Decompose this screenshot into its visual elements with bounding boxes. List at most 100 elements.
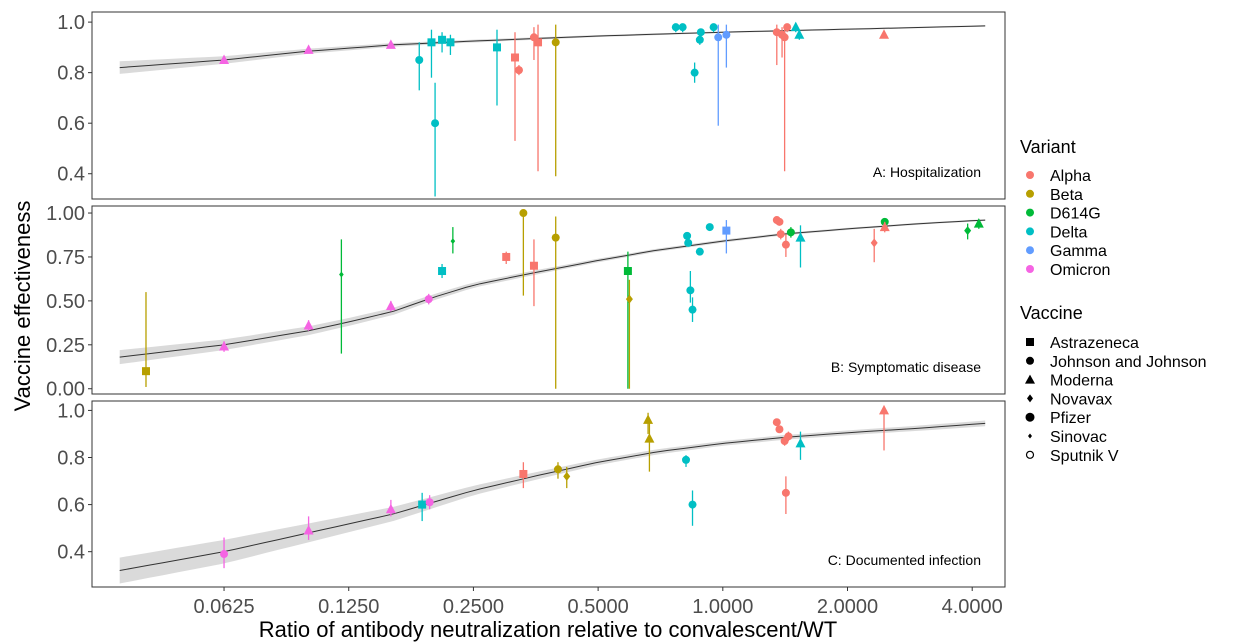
marker-small-diamond — [339, 271, 344, 278]
legend-shape-small-diamond — [1028, 433, 1032, 439]
y-tick-label: 0.75 — [46, 247, 85, 269]
marker-triangle — [219, 341, 230, 351]
marker-triangle — [219, 54, 230, 65]
y-axis-title: Vaccine effectiveness — [10, 201, 35, 412]
y-tick-label: 0.50 — [46, 291, 85, 313]
panel-3: 0.4 0.6 0.8 1.0 C: Documented infection — [57, 400, 1006, 588]
legend-vaccine-label: Novavax — [1050, 391, 1112, 408]
marker-circle — [220, 550, 229, 559]
marker-square — [502, 252, 511, 261]
y-tick-label: 0.8 — [57, 448, 85, 470]
legend-vaccine-label: Johnson and Johnson — [1050, 354, 1207, 371]
x-tick-label: 1.0000 — [692, 596, 753, 618]
marker-square — [427, 38, 436, 47]
marker-circle — [686, 286, 695, 295]
marker-triangle — [303, 44, 314, 54]
legend-label-d614g: D614G — [1050, 206, 1101, 223]
marker-small-diamond — [450, 238, 456, 245]
legend-vaccine-title: Vaccine — [1020, 303, 1083, 323]
x-tick-label: 0.2500 — [443, 596, 504, 618]
y-tick-label: 1.0 — [57, 12, 85, 34]
legend-swatch-gamma — [1026, 246, 1034, 255]
fit-line — [119, 422, 986, 571]
confidence-band — [119, 219, 986, 365]
legend-vaccine-label: Pfizer — [1050, 410, 1092, 427]
marker-triangle — [385, 300, 396, 311]
marker-circle — [688, 500, 697, 509]
marker-square — [446, 38, 455, 47]
marker-circle — [684, 238, 693, 247]
marker-circle — [695, 247, 704, 256]
legend-shape-diamond — [1027, 394, 1033, 403]
marker-circle — [683, 231, 692, 240]
marker-square — [438, 267, 447, 276]
chart-panels: 0.40.60.81.0A: Hospitalization0.000.250.… — [46, 11, 1006, 588]
x-axis: 0.0625 0.1250 0.2500 0.5000 1.0000 2.0000 4.00… — [193, 587, 1003, 618]
legend-vaccine-label: Moderna — [1050, 373, 1113, 390]
legend-variant-title: Variant — [1020, 137, 1076, 157]
marker-circle — [688, 305, 697, 314]
legend: Variant AlphaBetaD614GDeltaGammaOmicron … — [1020, 137, 1207, 465]
marker-circle — [695, 35, 704, 44]
legend-shape-circle-large — [1025, 412, 1035, 422]
panel-label: B: Symptomatic disease — [831, 359, 981, 375]
marker-triangle — [794, 29, 805, 39]
legend-swatch-alpha — [1026, 171, 1034, 179]
marker-square — [534, 38, 543, 47]
marker-square — [418, 500, 427, 509]
panel-label: A: Hospitalization — [873, 164, 981, 180]
marker-square — [529, 261, 538, 270]
x-tick-label: 2.0000 — [817, 596, 878, 618]
legend-label-omicron: Omicron — [1050, 262, 1110, 279]
legend-label-alpha: Alpha — [1050, 168, 1091, 185]
panel-frame — [91, 11, 1006, 200]
marker-square — [519, 469, 528, 478]
panel-frame — [91, 205, 1006, 395]
marker-circle — [690, 68, 699, 77]
marker-circle — [781, 488, 790, 497]
marker-circle — [775, 217, 784, 226]
legend-vaccine-items: Astrazeneca Johnson and Johnson ModernaNov… — [1025, 335, 1207, 465]
marker-circle — [781, 240, 790, 249]
x-tick-label: 0.0625 — [193, 596, 254, 618]
marker-circle — [553, 465, 562, 474]
y-tick-label: 0.25 — [46, 335, 85, 357]
marker-square — [623, 267, 632, 276]
marker-triangle — [879, 221, 890, 232]
y-tick-label: 0.6 — [57, 495, 85, 517]
x-tick-label: 0.5000 — [568, 596, 629, 618]
marker-diamond — [625, 294, 633, 304]
marker-triangle — [795, 437, 806, 448]
marker-triangle — [973, 218, 984, 228]
marker-triangle — [385, 39, 396, 49]
y-tick-label: 1.0 — [57, 400, 85, 422]
marker-circle — [714, 33, 723, 42]
marker-triangle — [303, 319, 314, 330]
marker-circle — [415, 56, 424, 65]
marker-circle — [551, 38, 560, 47]
legend-label-beta: Beta — [1050, 187, 1083, 204]
marker-triangle — [644, 433, 655, 443]
legend-vaccine-label: Astrazeneca — [1050, 335, 1139, 352]
legend-label-gamma: Gamma — [1050, 243, 1107, 260]
y-tick-label: 0.4 — [57, 542, 85, 564]
marker-triangle — [795, 232, 806, 242]
marker-square — [511, 53, 520, 62]
legend-shape-square — [1026, 338, 1034, 346]
y-tick-label: 0.8 — [57, 63, 85, 85]
marker-square — [438, 35, 447, 44]
marker-circle — [514, 66, 523, 75]
panel-plot-area — [119, 404, 986, 584]
confidence-band — [119, 25, 986, 74]
marker-triangle — [303, 524, 314, 535]
marker-circle — [722, 30, 731, 39]
marker-circle — [775, 425, 784, 434]
marker-circle — [678, 23, 687, 32]
panel-plot-area — [119, 209, 986, 389]
marker-square — [492, 43, 501, 52]
y-tick-label: 1.00 — [46, 203, 85, 225]
marker-square — [722, 226, 731, 235]
marker-square — [141, 367, 150, 376]
